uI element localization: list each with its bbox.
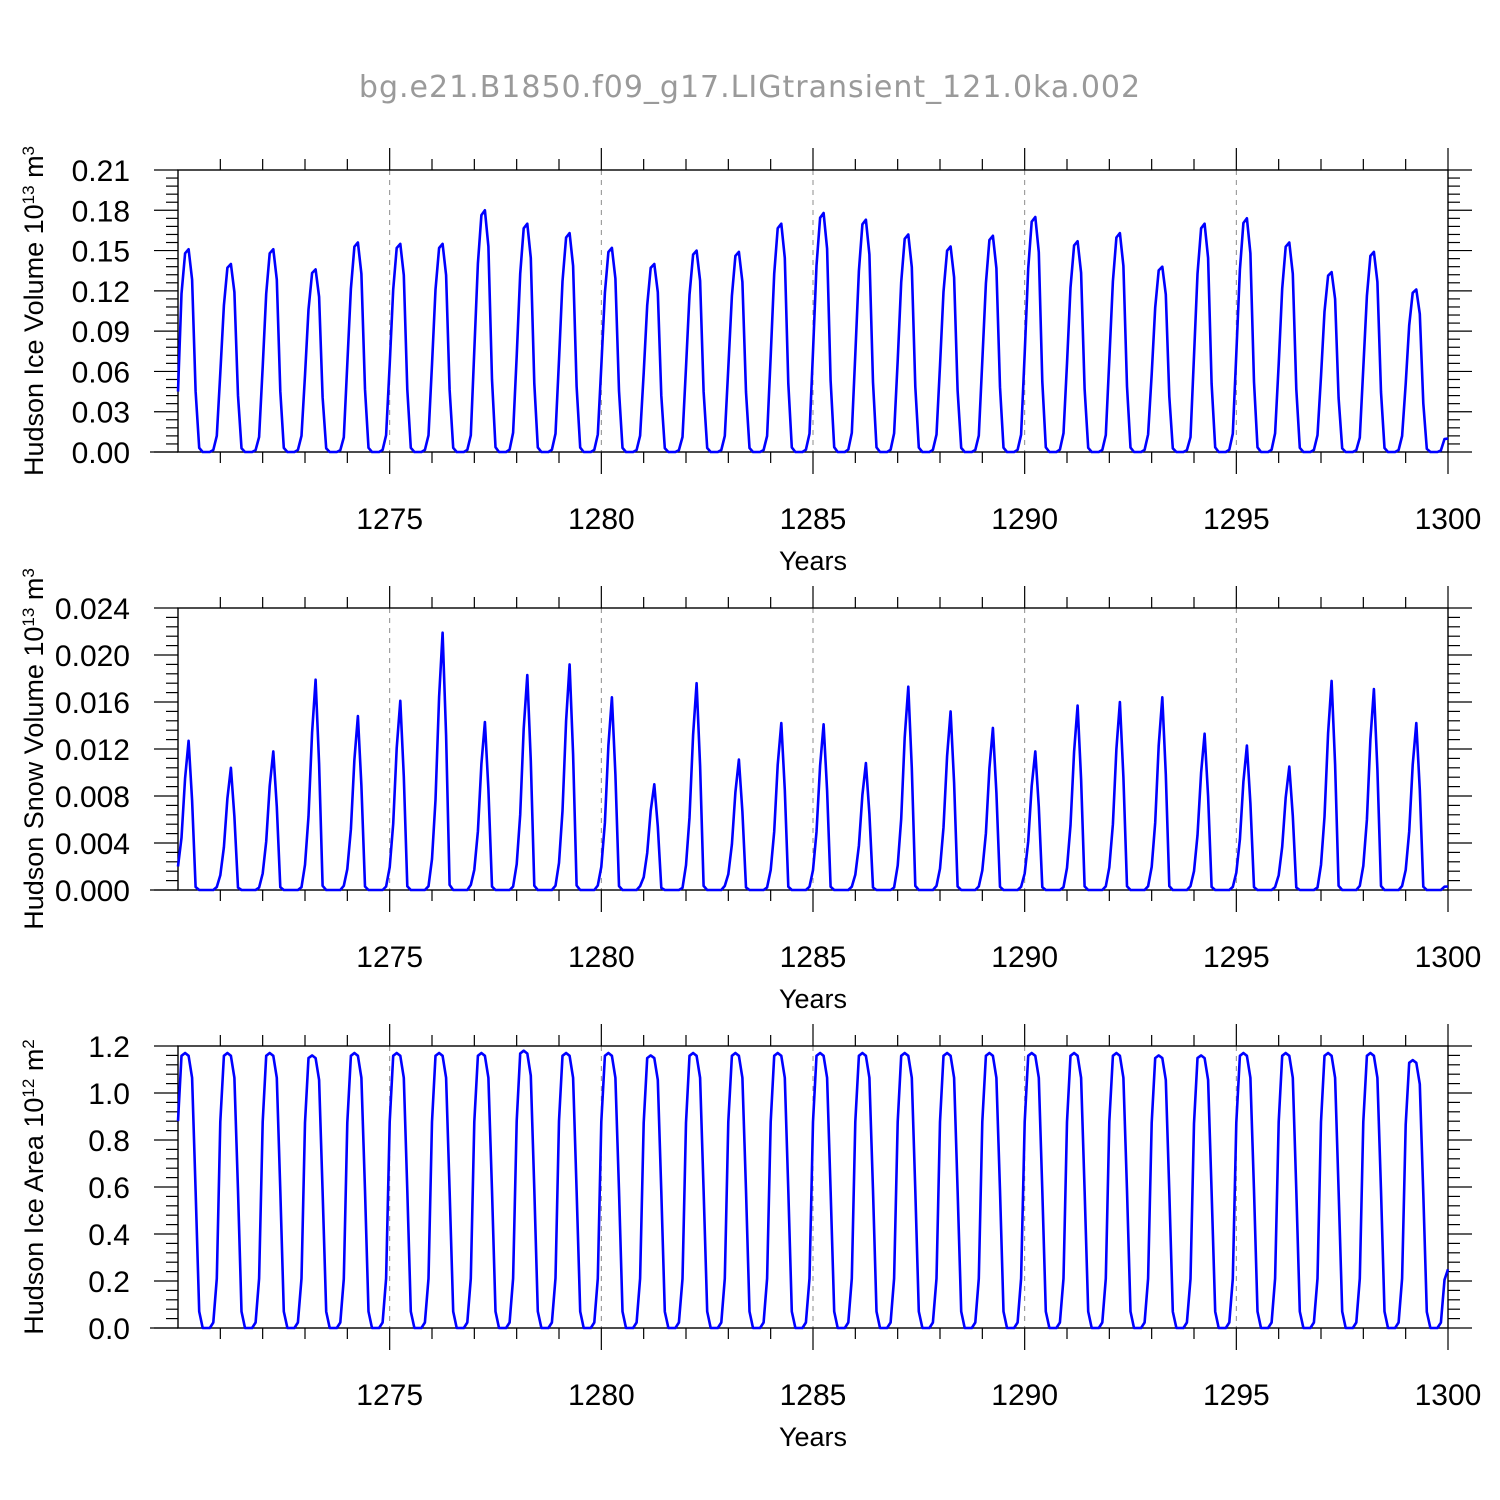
- y-tick-label: 0.2: [88, 1266, 130, 1299]
- y-tick-label: 0.6: [88, 1172, 130, 1205]
- x-tick-label: 1300: [1415, 1379, 1482, 1412]
- series-line-ice-area: [176, 1049, 1450, 1330]
- figure-title: bg.e21.B1850.f09_g17.LIGtransient_121.0k…: [359, 70, 1141, 105]
- y-tick-label: 1.0: [88, 1078, 130, 1111]
- y-tick-label: 0.0: [88, 1313, 130, 1346]
- series-line-snow-volume: [176, 631, 1449, 892]
- y-tick-label: 0.18: [72, 195, 130, 228]
- x-axis-label: Years: [779, 546, 847, 576]
- x-tick-label: 1285: [780, 503, 847, 536]
- panel-ice-volume: 0.00 0.03 0.06 0.09 0.12 0.15 0.18 0.21 1275 1280…: [19, 146, 1482, 576]
- y-axis-label: Hudson Ice Area 1012 m2: [19, 1039, 49, 1335]
- y-tick-label: 0.03: [72, 397, 130, 430]
- y-tick-label: 1.2: [88, 1031, 130, 1064]
- x-tick-label: 1285: [780, 1379, 847, 1412]
- x-tick-label: 1300: [1415, 503, 1482, 536]
- x-tick-label: 1285: [780, 941, 847, 974]
- y-tick-label: 0.8: [88, 1125, 130, 1158]
- x-tick-label: 1290: [991, 941, 1058, 974]
- x-tick-label: 1275: [356, 941, 423, 974]
- panel-ice-area: 0.0 0.2 0.4 0.6 0.8 1.0 1.2 1275 1280 1285 1290 129…: [19, 1024, 1482, 1452]
- y-tick-label: 0.016: [55, 687, 130, 720]
- x-tick-label: 1290: [991, 1379, 1058, 1412]
- y-axis-label: Hudson Snow Volume 1013 m3: [19, 568, 49, 930]
- x-tick-label: 1290: [991, 503, 1058, 536]
- x-axis-label: Years: [779, 984, 847, 1014]
- x-tick-label: 1295: [1203, 941, 1270, 974]
- y-tick-label: 0.012: [55, 734, 130, 767]
- y-tick-label: 0.024: [55, 593, 130, 626]
- series-line-ice-volume: [176, 209, 1449, 454]
- y-tick-label: 0.004: [55, 828, 130, 861]
- x-tick-label: 1280: [568, 503, 635, 536]
- y-tick-label: 0.000: [55, 875, 130, 908]
- x-tick-label: 1280: [568, 941, 635, 974]
- y-tick-label: 0.008: [55, 781, 130, 814]
- x-tick-label: 1280: [568, 1379, 635, 1412]
- y-axis-label: Hudson Ice Volume 1013 m3: [19, 146, 49, 476]
- x-tick-label: 1275: [356, 1379, 423, 1412]
- x-tick-label: 1275: [356, 503, 423, 536]
- y-tick-label: 0.020: [55, 640, 130, 673]
- y-tick-label: 0.09: [72, 316, 130, 349]
- y-tick-label: 0.12: [72, 276, 130, 309]
- y-tick-label: 0.21: [72, 155, 130, 188]
- x-tick-label: 1295: [1203, 1379, 1270, 1412]
- x-tick-label: 1295: [1203, 503, 1270, 536]
- x-tick-label: 1300: [1415, 941, 1482, 974]
- y-tick-label: 0.00: [72, 437, 130, 470]
- y-tick-label: 0.15: [72, 236, 130, 269]
- panel-snow-volume: 0.000 0.004 0.008 0.012 0.016 0.020 0.024 1275 1…: [19, 568, 1482, 1014]
- y-tick-label: 0.4: [88, 1219, 130, 1252]
- y-tick-label: 0.06: [72, 356, 130, 389]
- x-axis-label: Years: [779, 1422, 847, 1452]
- panels: 0.00 0.03 0.06 0.09 0.12 0.15 0.18 0.21 1275 1280…: [19, 146, 1482, 1452]
